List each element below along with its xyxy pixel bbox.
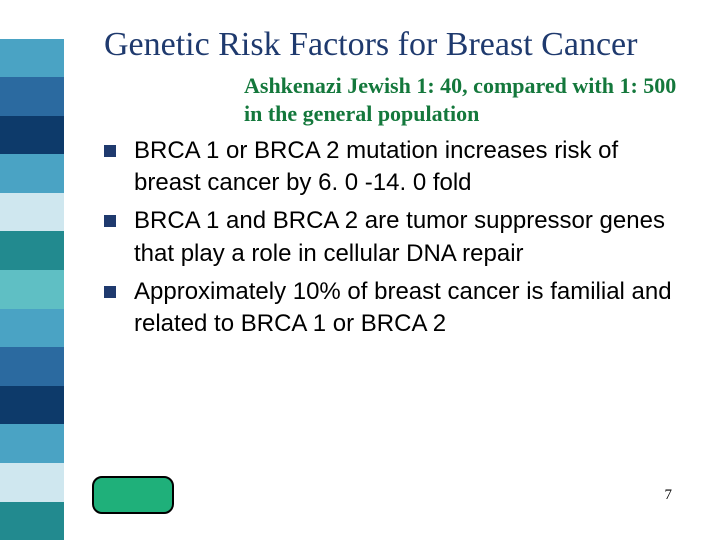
sidebar-stripe xyxy=(0,502,64,540)
sidebar-stripe xyxy=(0,77,64,116)
green-box-shape xyxy=(92,476,174,514)
callout-text: Ashkenazi Jewish 1: 40, compared with 1:… xyxy=(244,72,684,127)
sidebar-stripe xyxy=(0,270,64,309)
bullet-item: BRCA 1 or BRCA 2 mutation increases risk… xyxy=(104,135,680,200)
slide: Genetic Risk Factors for Breast Cancer A… xyxy=(0,0,720,540)
sidebar-stripe xyxy=(0,463,64,502)
sidebar-stripe xyxy=(0,386,64,425)
sidebar-stripe xyxy=(0,0,64,39)
sidebar-stripe xyxy=(0,231,64,270)
sidebar-stripe xyxy=(0,347,64,386)
slide-title: Genetic Risk Factors for Breast Cancer xyxy=(104,24,680,67)
page-number: 7 xyxy=(665,487,673,504)
sidebar-stripe xyxy=(0,193,64,232)
bullet-item: BRCA 1 and BRCA 2 are tumor suppressor g… xyxy=(104,205,680,270)
sidebar-stripe xyxy=(0,154,64,193)
title-region: Genetic Risk Factors for Breast Cancer A… xyxy=(104,24,680,67)
sidebar-stripe xyxy=(0,424,64,463)
decorative-sidebar xyxy=(0,0,64,540)
slide-content: Genetic Risk Factors for Breast Cancer A… xyxy=(64,0,720,540)
sidebar-stripe xyxy=(0,309,64,348)
bullet-list: BRCA 1 or BRCA 2 mutation increases risk… xyxy=(104,135,680,341)
bullet-item: Approximately 10% of breast cancer is fa… xyxy=(104,276,680,341)
sidebar-stripe xyxy=(0,39,64,78)
sidebar-stripe xyxy=(0,116,64,155)
